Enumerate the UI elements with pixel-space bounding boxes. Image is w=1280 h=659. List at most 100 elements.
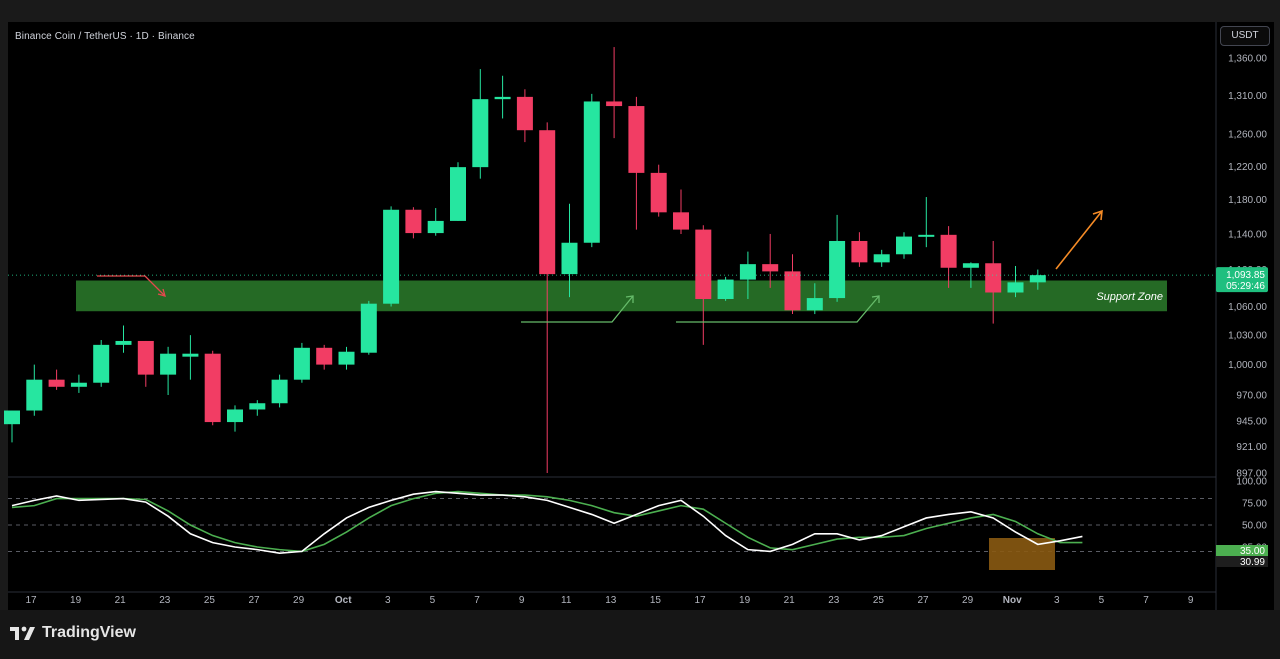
candle-body [851,240,868,263]
price-tick-label: 1,220.00 [1228,162,1267,173]
candle-body [204,353,221,423]
candle-body [338,351,355,365]
time-tick-label: Oct [335,595,352,606]
candle-body [271,379,288,404]
candle [26,364,43,416]
grid-lines [8,22,1217,610]
price-tick-label: 1,140.00 [1228,229,1267,240]
candle [450,162,466,221]
time-tick-label: 21 [784,595,796,606]
candle [338,346,355,370]
candle [316,344,333,370]
time-tick-label: 21 [115,595,127,606]
tradingview-logo-icon [10,626,35,640]
candle [249,400,266,416]
candle [606,47,623,139]
candle-body [516,96,533,131]
candle-body [829,240,846,299]
time-tick-label: 3 [1054,595,1060,606]
candle [673,189,689,234]
price-tick-label: 970.00 [1236,390,1267,401]
candle [137,340,154,387]
candle [784,254,801,315]
green-arrow-1-head [625,295,634,303]
candle [1029,269,1046,290]
candle [293,342,310,383]
candle-body [539,130,556,275]
time-tick-label: 25 [873,595,885,606]
candle [539,122,556,473]
candle-body [48,379,65,387]
candle-body [717,279,734,300]
candle [1007,265,1024,298]
price-tick-label: 897.00 [1236,469,1267,480]
candle-body [918,234,935,237]
candle [851,232,868,267]
candle [472,69,489,179]
candle [985,240,1002,324]
time-tick-label: 19 [70,595,82,606]
chart-title: Binance Coin / TetherUS · 1D · Binance [15,31,195,42]
candle-body [227,409,243,423]
candle [650,164,667,217]
candle-body [427,220,444,234]
tradingview-logo[interactable]: TradingView [10,624,136,642]
candle-body [450,167,466,221]
candle-body [962,263,979,268]
candle [4,410,20,443]
candle [762,233,779,288]
candle-body [115,340,132,345]
time-tick-label: 7 [1143,595,1149,606]
support-zone-rect [76,280,1167,312]
price-tick-label: 1,060.00 [1228,302,1267,313]
candle-body [293,347,310,380]
price-tick-label: 945.00 [1236,417,1267,428]
candle-body [628,106,645,173]
candle [829,214,846,302]
candle-body [606,101,623,107]
candle [115,325,132,353]
annotations-layer [97,209,1103,323]
candle [182,335,199,380]
candle [227,405,243,432]
orange-arrow-head [1092,209,1103,221]
candle [695,225,712,345]
time-tick-label: 11 [561,595,572,606]
support-zone-label: Support Zone [1096,291,1163,303]
time-tick-label: 3 [385,595,391,606]
current-price-badge [1216,267,1268,293]
price-tick-label: 1,310.00 [1228,91,1267,102]
stoch-d-badge [1216,545,1268,556]
candle-body [739,264,756,280]
candle [405,207,422,239]
currency-selector-button[interactable]: USDT [1220,26,1270,46]
candle [160,346,177,395]
orange-arrow-line [1055,210,1103,270]
time-tick-label: 13 [605,595,617,606]
candle-body [762,264,779,272]
candle [918,197,935,248]
candle [561,203,578,298]
candle-body [1007,282,1024,293]
support-zone-layer: Support Zone [76,280,1167,312]
time-tick-label: 25 [204,595,216,606]
candle [583,93,600,248]
current-price-label: 1,093.85 [1226,270,1265,281]
time-tick-label: 17 [25,595,37,606]
candle [873,249,890,267]
time-tick-label: Nov [1003,595,1022,606]
footer-bar [0,610,1280,659]
candle-body [784,271,801,311]
candle [628,96,645,230]
candle-body [360,303,377,353]
candle [494,75,511,119]
candle [70,374,87,393]
stoch-tick-label: 100.00 [1236,477,1267,488]
candle [516,89,533,143]
price-tick-label: 921.00 [1236,442,1267,453]
time-tick-label: 27 [248,595,260,606]
candle [739,251,756,300]
time-tick-label: 9 [1188,595,1194,606]
candle-body [695,229,712,300]
